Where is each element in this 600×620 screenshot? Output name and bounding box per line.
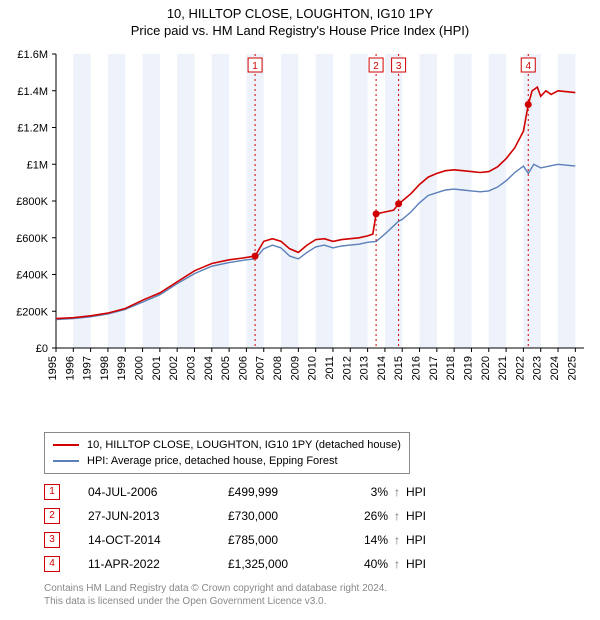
up-arrow-icon: ↑ <box>388 485 406 499</box>
sales-table: 1 04-JUL-2006 £499,999 3% ↑ HPI 2 27-JUN… <box>44 480 446 576</box>
legend: 10, HILLTOP CLOSE, LOUGHTON, IG10 1PY (d… <box>44 432 410 474</box>
svg-text:2022: 2022 <box>514 356 526 380</box>
svg-text:£1.4M: £1.4M <box>17 86 48 98</box>
sale-price: £730,000 <box>228 509 338 523</box>
svg-text:2010: 2010 <box>307 356 319 380</box>
svg-text:2015: 2015 <box>393 356 405 380</box>
svg-text:£200K: £200K <box>16 306 48 318</box>
title-address: 10, HILLTOP CLOSE, LOUGHTON, IG10 1PY <box>0 6 600 21</box>
sale-ref: HPI <box>406 485 446 499</box>
sale-pct: 3% <box>338 485 388 499</box>
svg-text:1: 1 <box>252 61 258 72</box>
svg-text:2001: 2001 <box>151 356 163 380</box>
svg-text:1998: 1998 <box>99 356 111 380</box>
sale-date: 04-JUL-2006 <box>88 485 228 499</box>
svg-text:2004: 2004 <box>203 356 215 380</box>
legend-item: HPI: Average price, detached house, Eppi… <box>53 453 401 469</box>
sale-ref: HPI <box>406 557 446 571</box>
sale-price: £785,000 <box>228 533 338 547</box>
titles: 10, HILLTOP CLOSE, LOUGHTON, IG10 1PY Pr… <box>0 0 600 38</box>
title-subtitle: Price paid vs. HM Land Registry's House … <box>0 23 600 38</box>
svg-text:2009: 2009 <box>289 356 301 380</box>
legend-item: 10, HILLTOP CLOSE, LOUGHTON, IG10 1PY (d… <box>53 437 401 453</box>
sale-date: 11-APR-2022 <box>88 557 228 571</box>
svg-text:2000: 2000 <box>134 356 146 380</box>
sale-date: 14-OCT-2014 <box>88 533 228 547</box>
table-row: 3 14-OCT-2014 £785,000 14% ↑ HPI <box>44 528 446 552</box>
svg-text:£1.2M: £1.2M <box>17 123 48 135</box>
svg-text:2: 2 <box>373 61 379 72</box>
svg-text:£1M: £1M <box>27 159 48 171</box>
svg-text:2013: 2013 <box>359 356 371 380</box>
chart: £0 £200K £400K £600K £800K £1M £1.2M £1.4M £1.6M… <box>0 44 600 400</box>
svg-text:2006: 2006 <box>237 356 249 380</box>
svg-text:2020: 2020 <box>480 356 492 380</box>
sale-ref: HPI <box>406 509 446 523</box>
legend-swatch <box>53 444 79 446</box>
sale-date: 27-JUN-2013 <box>88 509 228 523</box>
svg-text:2007: 2007 <box>255 356 267 380</box>
svg-text:2014: 2014 <box>376 356 388 380</box>
svg-text:4: 4 <box>525 61 531 72</box>
svg-text:2021: 2021 <box>497 356 509 380</box>
svg-text:£600K: £600K <box>16 233 48 245</box>
sale-price: £1,325,000 <box>228 557 338 571</box>
svg-text:£1.6M: £1.6M <box>17 49 48 61</box>
svg-text:2018: 2018 <box>445 356 457 380</box>
svg-text:3: 3 <box>396 61 402 72</box>
svg-text:1999: 1999 <box>116 356 128 380</box>
svg-text:2012: 2012 <box>341 356 353 380</box>
svg-text:1996: 1996 <box>64 356 76 380</box>
table-row: 4 11-APR-2022 £1,325,000 40% ↑ HPI <box>44 552 446 576</box>
svg-text:2002: 2002 <box>168 356 180 380</box>
table-row: 2 27-JUN-2013 £730,000 26% ↑ HPI <box>44 504 446 528</box>
svg-text:2017: 2017 <box>428 356 440 380</box>
sale-marker-box: 4 <box>44 556 60 572</box>
footer-line: This data is licensed under the Open Gov… <box>44 595 387 608</box>
legend-swatch <box>53 460 79 462</box>
svg-text:£400K: £400K <box>16 270 48 282</box>
up-arrow-icon: ↑ <box>388 533 406 547</box>
sale-ref: HPI <box>406 533 446 547</box>
legend-label: 10, HILLTOP CLOSE, LOUGHTON, IG10 1PY (d… <box>87 437 401 453</box>
table-row: 1 04-JUL-2006 £499,999 3% ↑ HPI <box>44 480 446 504</box>
svg-text:1995: 1995 <box>47 356 59 380</box>
svg-text:2025: 2025 <box>566 356 578 380</box>
sale-marker-box: 3 <box>44 532 60 548</box>
sale-marker-box: 2 <box>44 508 60 524</box>
svg-text:1997: 1997 <box>82 356 94 380</box>
svg-text:2019: 2019 <box>462 356 474 380</box>
svg-text:2016: 2016 <box>411 356 423 380</box>
up-arrow-icon: ↑ <box>388 557 406 571</box>
sale-marker-box: 1 <box>44 484 60 500</box>
sale-pct: 14% <box>338 533 388 547</box>
chart-svg: £0 £200K £400K £600K £800K £1M £1.2M £1.4M £1.6M… <box>0 44 600 400</box>
svg-text:2023: 2023 <box>532 356 544 380</box>
sale-price: £499,999 <box>228 485 338 499</box>
sale-pct: 40% <box>338 557 388 571</box>
up-arrow-icon: ↑ <box>388 509 406 523</box>
footer: Contains HM Land Registry data © Crown c… <box>44 582 387 608</box>
sale-pct: 26% <box>338 509 388 523</box>
svg-text:£0: £0 <box>36 343 48 355</box>
svg-text:£800K: £800K <box>16 196 48 208</box>
chart-container: 10, HILLTOP CLOSE, LOUGHTON, IG10 1PY Pr… <box>0 0 600 620</box>
footer-line: Contains HM Land Registry data © Crown c… <box>44 582 387 595</box>
legend-label: HPI: Average price, detached house, Eppi… <box>87 453 338 469</box>
svg-text:2005: 2005 <box>220 356 232 380</box>
svg-text:2011: 2011 <box>324 356 336 380</box>
svg-text:2008: 2008 <box>272 356 284 380</box>
svg-text:2024: 2024 <box>549 356 561 380</box>
svg-text:2003: 2003 <box>185 356 197 380</box>
